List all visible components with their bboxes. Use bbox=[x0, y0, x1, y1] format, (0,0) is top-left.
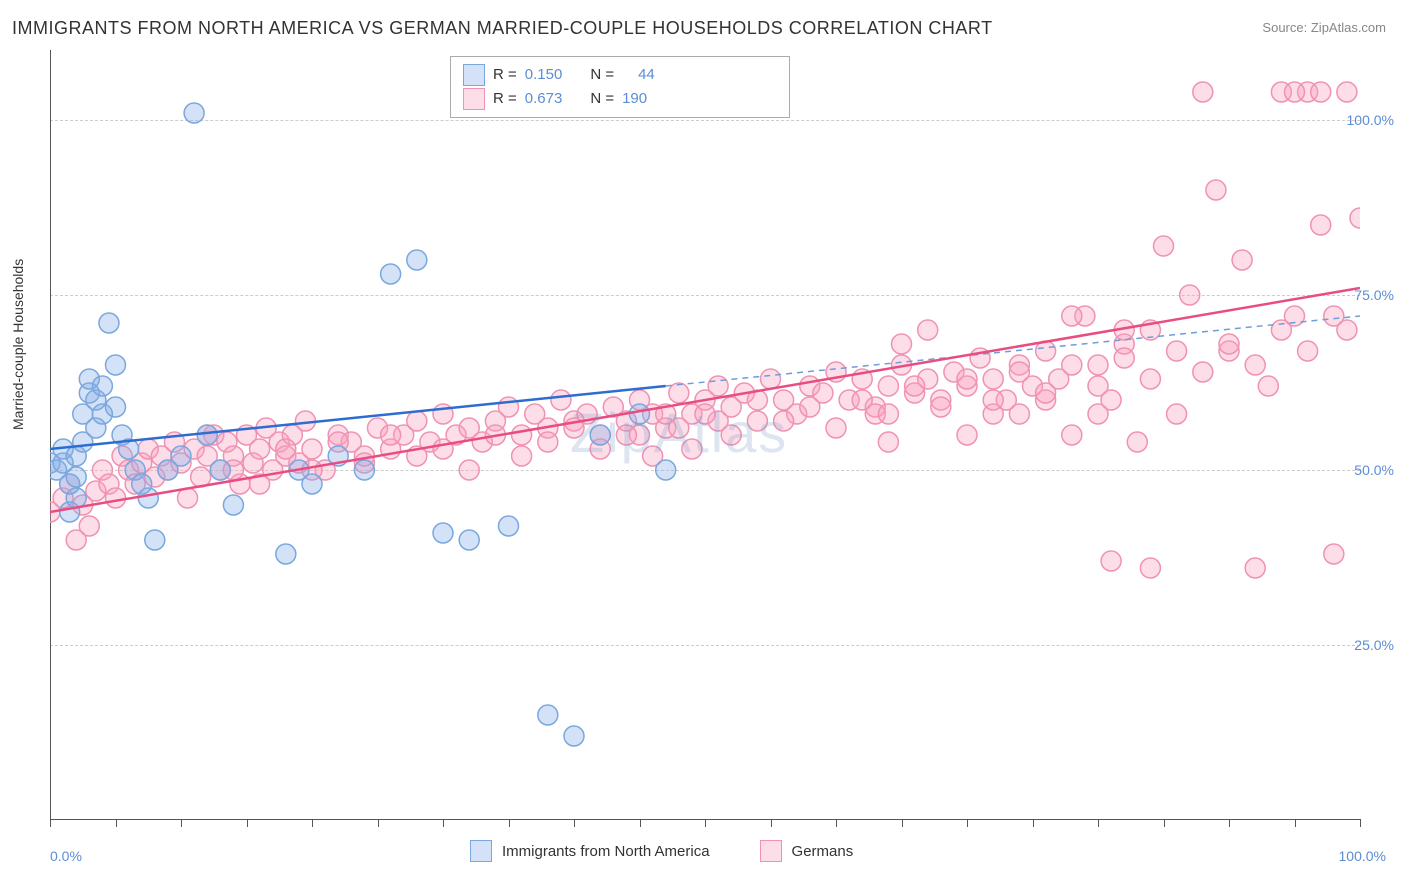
legend-stats-row-2: R = 0.673 N = 190 bbox=[463, 87, 777, 111]
y-tick-label: 25.0% bbox=[1354, 637, 1394, 653]
y-tick-label: 75.0% bbox=[1354, 287, 1394, 303]
legend-stats: R = 0.150 N = 44 R = 0.673 N = 190 bbox=[450, 56, 790, 118]
legend-swatch-pink bbox=[760, 840, 782, 862]
y-tick-label: 50.0% bbox=[1354, 462, 1394, 478]
source-attribution: Source: ZipAtlas.com bbox=[1262, 20, 1386, 35]
chart-title: IMMIGRANTS FROM NORTH AMERICA VS GERMAN … bbox=[12, 18, 993, 39]
x-tick-right: 100.0% bbox=[1339, 848, 1386, 864]
legend-swatch-blue bbox=[470, 840, 492, 862]
x-tick-left: 0.0% bbox=[50, 848, 82, 864]
y-axis-label: Married-couple Households bbox=[10, 259, 26, 430]
legend-series: Immigrants from North America Germans bbox=[470, 840, 893, 862]
legend-label-1: Immigrants from North America bbox=[502, 843, 710, 860]
legend-stats-row-1: R = 0.150 N = 44 bbox=[463, 63, 777, 87]
plot-area bbox=[50, 50, 1360, 820]
legend-label-2: Germans bbox=[792, 843, 854, 860]
legend-swatch-blue bbox=[463, 64, 485, 86]
legend-swatch-pink bbox=[463, 88, 485, 110]
correlation-chart: IMMIGRANTS FROM NORTH AMERICA VS GERMAN … bbox=[0, 0, 1406, 892]
source-link[interactable]: ZipAtlas.com bbox=[1311, 20, 1386, 35]
